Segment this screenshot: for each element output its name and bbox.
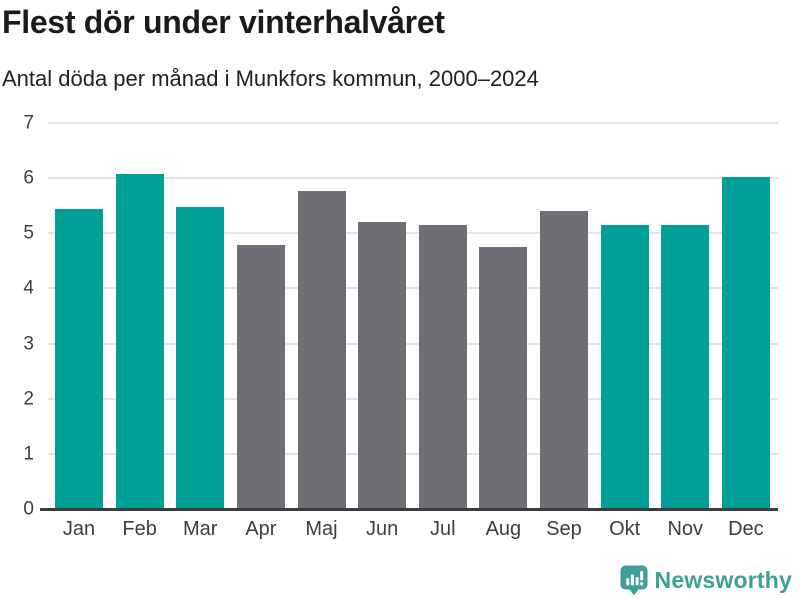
bar-sep [540,210,588,509]
y-axis-tick-3: 3 [23,333,34,355]
gridline-y4 [48,287,778,290]
y-axis-tick-1: 1 [23,443,34,465]
y-axis-tick-7: 7 [23,112,34,134]
x-axis-label-apr: Apr [245,518,277,540]
bar-jul [418,225,467,509]
x-axis-label-jun: Jun [366,518,399,540]
plot-area [48,122,778,509]
x-axis-labels: Jan Feb Mar Apr Maj Jun Jul Aug Sep Okt Nov Dec [55,518,770,541]
x-axis-line [40,508,778,511]
bar-aug [479,246,528,509]
gridline-y3 [48,342,778,345]
y-axis-tick-0: 0 [23,498,34,520]
newsworthy-logo-icon [620,565,648,596]
bar-series [55,123,770,509]
x-axis-label-sep: Sep [546,518,582,540]
x-axis-label-okt: Okt [609,518,641,540]
y-axis: 0 1 2 3 4 5 6 7 [0,114,40,519]
bar-okt [600,225,649,509]
chart-subtitle: Antal döda per månad i Munkfors kommun, … [2,66,539,91]
x-axis-label-feb: Feb [122,518,157,540]
x-axis-label-maj: Maj [305,518,338,540]
gridline-y6 [48,177,778,180]
y-axis-tick-4: 4 [23,277,34,299]
bar-nov [661,225,710,509]
brand-name: Newsworthy [654,567,792,593]
y-axis-tick-6: 6 [23,167,34,189]
y-axis-tick-2: 2 [23,388,34,410]
gridline-y7 [48,122,778,124]
bar-maj [297,191,346,509]
bar-apr [236,244,285,509]
footer-brand: Newsworthy [620,565,792,596]
bar-jan [55,209,103,509]
x-axis-label-jul: Jul [429,518,456,540]
x-axis-label-aug: Aug [485,518,522,540]
y-axis-tick-5: 5 [23,222,34,244]
x-axis-label-jan: Jan [62,518,96,540]
bar-feb [115,174,164,509]
bar-jun [358,221,407,509]
gridline-y1 [48,452,778,455]
bar-mar [176,206,225,509]
gridline-y2 [48,397,778,400]
x-axis-label-dec: Dec [728,518,764,540]
bar-dec [721,176,770,509]
x-axis-label-mar: Mar [183,518,218,540]
gridline-y5 [48,232,778,235]
x-axis-label-nov: Nov [667,518,704,540]
chart-title: Flest dör under vinterhalvåret [2,4,445,40]
